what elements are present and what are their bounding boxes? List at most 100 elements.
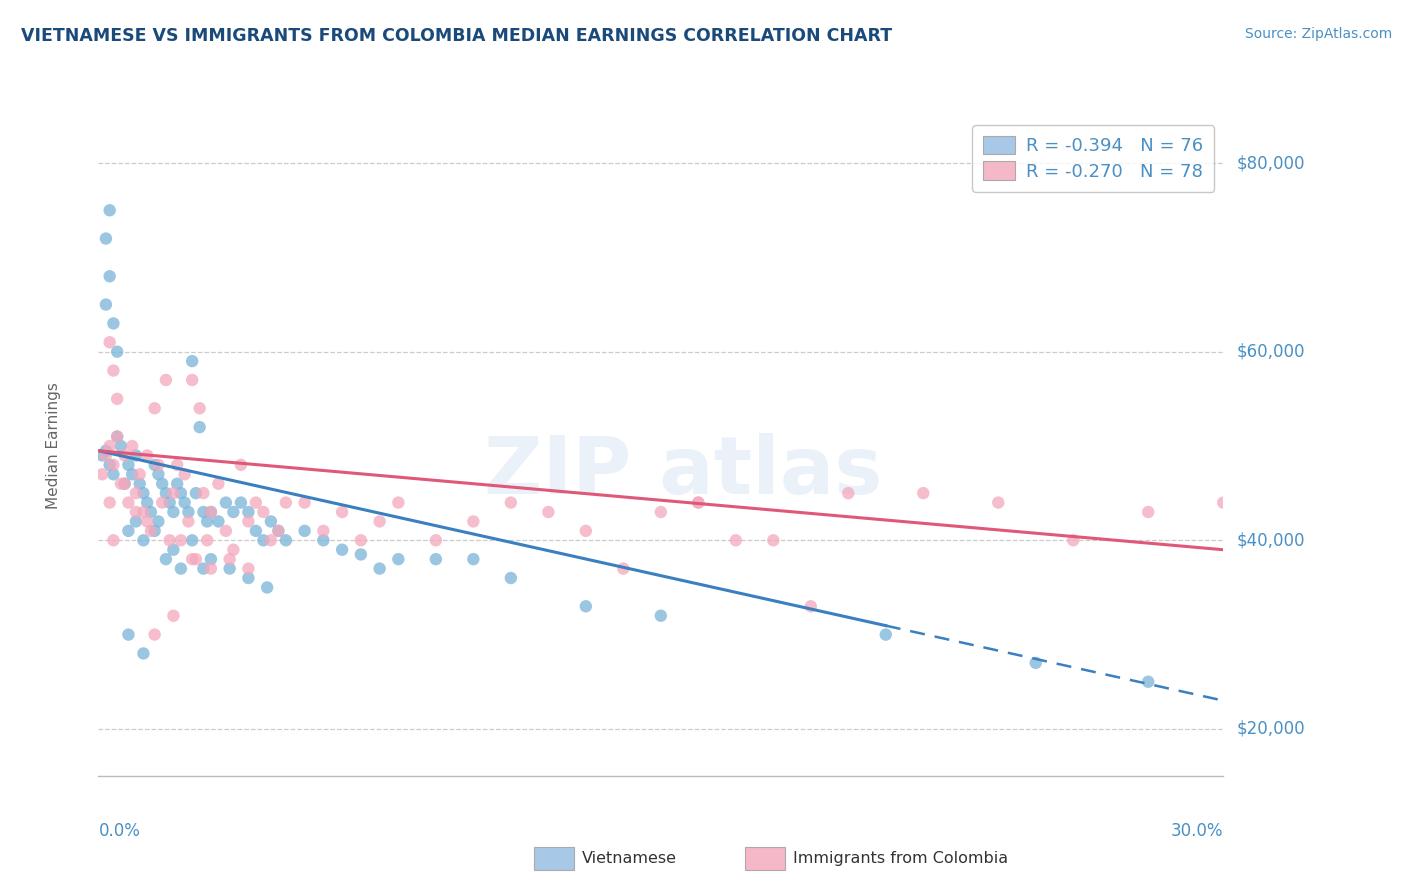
Point	[103, 363, 125, 377]
Point	[94, 297, 117, 311]
Point	[117, 495, 139, 509]
Point	[368, 561, 391, 575]
Point	[98, 335, 121, 350]
Point	[312, 524, 335, 538]
Point	[98, 269, 121, 284]
Point	[98, 203, 121, 218]
Point	[184, 486, 207, 500]
Point	[350, 533, 373, 548]
Point	[294, 524, 316, 538]
Point	[105, 429, 128, 443]
Point	[155, 486, 177, 500]
Point	[98, 458, 121, 472]
Point	[150, 495, 173, 509]
Point	[105, 392, 128, 406]
Point	[117, 627, 139, 641]
Point	[218, 552, 240, 566]
Point	[110, 439, 132, 453]
Point	[650, 505, 672, 519]
Point	[200, 552, 222, 566]
Point	[181, 552, 204, 566]
Text: $40,000: $40,000	[1237, 532, 1306, 549]
Point	[155, 373, 177, 387]
Point	[170, 561, 193, 575]
Point	[1062, 533, 1084, 548]
Point	[91, 467, 114, 482]
Point	[125, 515, 148, 529]
Point	[150, 476, 173, 491]
Point	[875, 627, 897, 641]
Point	[837, 486, 859, 500]
Point	[260, 533, 283, 548]
Point	[181, 354, 204, 368]
Point	[688, 495, 710, 509]
Point	[136, 515, 159, 529]
Point	[200, 505, 222, 519]
Text: 0.0%: 0.0%	[98, 822, 141, 840]
Point	[94, 443, 117, 458]
Point	[177, 515, 200, 529]
Point	[256, 581, 278, 595]
Text: ZIP atlas: ZIP atlas	[484, 434, 883, 511]
Point	[125, 449, 148, 463]
Point	[650, 608, 672, 623]
Point	[98, 439, 121, 453]
Point	[312, 533, 335, 548]
Point	[128, 476, 150, 491]
Point	[114, 449, 136, 463]
Point	[200, 505, 222, 519]
Point	[128, 467, 150, 482]
Point	[688, 495, 710, 509]
Point	[103, 458, 125, 472]
Point	[162, 608, 184, 623]
Point	[193, 505, 215, 519]
Point	[537, 505, 560, 519]
Point	[148, 467, 170, 482]
Point	[612, 561, 634, 575]
Point	[463, 552, 485, 566]
Text: Source: ZipAtlas.com: Source: ZipAtlas.com	[1244, 27, 1392, 41]
Text: VIETNAMESE VS IMMIGRANTS FROM COLOMBIA MEDIAN EARNINGS CORRELATION CHART: VIETNAMESE VS IMMIGRANTS FROM COLOMBIA M…	[21, 27, 893, 45]
Point	[267, 524, 290, 538]
Point	[575, 599, 598, 614]
Point	[136, 495, 159, 509]
Point	[252, 533, 274, 548]
Point	[177, 505, 200, 519]
Point	[105, 344, 128, 359]
Point	[117, 524, 139, 538]
Point	[425, 533, 447, 548]
Point	[143, 458, 166, 472]
Text: Immigrants from Colombia: Immigrants from Colombia	[793, 852, 1008, 866]
Text: $20,000: $20,000	[1237, 720, 1306, 738]
Point	[762, 533, 785, 548]
Point	[193, 561, 215, 575]
Point	[162, 542, 184, 557]
Point	[159, 495, 181, 509]
Point	[103, 533, 125, 548]
Point	[143, 524, 166, 538]
Point	[294, 495, 316, 509]
Point	[200, 561, 222, 575]
Point	[987, 495, 1010, 509]
Point	[155, 552, 177, 566]
Text: $60,000: $60,000	[1237, 343, 1306, 360]
Point	[173, 495, 195, 509]
Point	[105, 429, 128, 443]
Point	[245, 524, 267, 538]
Point	[229, 458, 252, 472]
Point	[173, 467, 195, 482]
Legend: R = -0.394   N = 76, R = -0.270   N = 78: R = -0.394 N = 76, R = -0.270 N = 78	[972, 125, 1215, 192]
Point	[94, 231, 117, 245]
Point	[1025, 656, 1047, 670]
Point	[330, 542, 353, 557]
Point	[229, 495, 252, 509]
Point	[724, 533, 747, 548]
Point	[132, 486, 155, 500]
Text: 30.0%: 30.0%	[1171, 822, 1223, 840]
Point	[143, 401, 166, 416]
Point	[162, 486, 184, 500]
Point	[114, 476, 136, 491]
Point	[193, 486, 215, 500]
Point	[132, 505, 155, 519]
Text: $80,000: $80,000	[1237, 154, 1306, 172]
